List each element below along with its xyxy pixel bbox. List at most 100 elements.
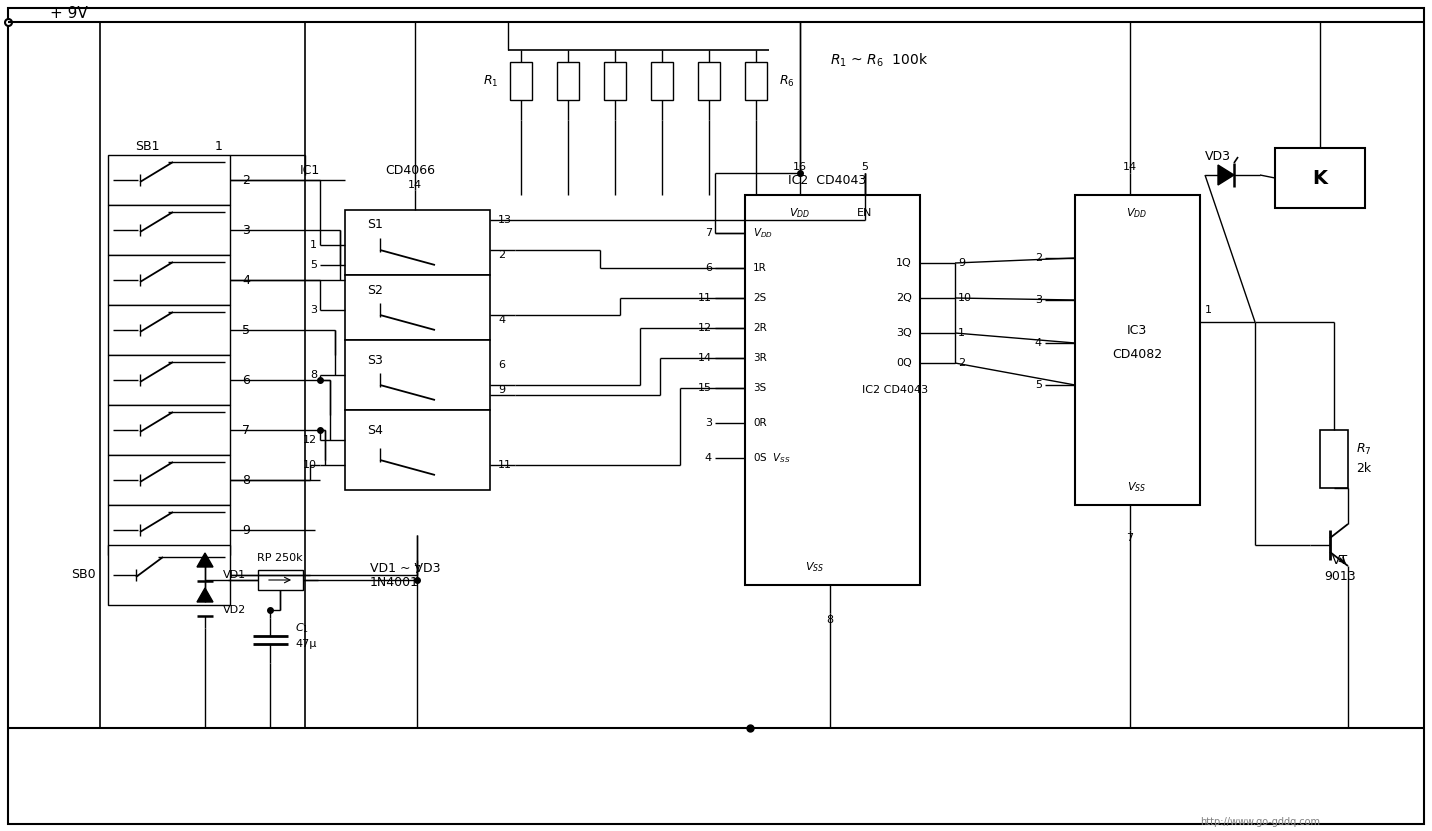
Bar	[604, 62, 626, 100]
Text: 11: 11	[697, 293, 712, 303]
Text: 12: 12	[304, 435, 316, 445]
Text: 7: 7	[1127, 533, 1134, 543]
Text: 3R: 3R	[753, 353, 766, 363]
Text: $V_{SS}$: $V_{SS}$	[1127, 480, 1147, 494]
Text: 3Q: 3Q	[896, 328, 912, 338]
Text: SB0: SB0	[72, 568, 96, 582]
Text: IC2 CD4043: IC2 CD4043	[862, 385, 928, 395]
Text: 4: 4	[498, 315, 505, 325]
Text: $V_{DD}$: $V_{DD}$	[753, 226, 773, 240]
Text: 4: 4	[1035, 338, 1042, 348]
Text: 15: 15	[697, 383, 712, 393]
Text: 14: 14	[1123, 162, 1137, 172]
Text: 9: 9	[958, 258, 965, 268]
Text: 5: 5	[309, 260, 316, 270]
Text: VD1: VD1	[223, 570, 246, 580]
Bar	[107, 405, 231, 455]
Bar	[345, 340, 490, 410]
Text: 0S  $V_{SS}$: 0S $V_{SS}$	[753, 451, 790, 465]
Text: 6: 6	[498, 360, 505, 370]
Text: 9: 9	[498, 385, 505, 395]
Text: 1: 1	[958, 328, 965, 338]
Text: 8: 8	[242, 474, 251, 486]
Text: 7: 7	[705, 228, 712, 238]
Text: $V_{DD}$: $V_{DD}$	[789, 206, 811, 220]
Text: $R_6$: $R_6$	[779, 73, 795, 89]
Text: 4: 4	[705, 453, 712, 463]
Text: 2R: 2R	[753, 323, 766, 333]
Text: 9: 9	[242, 524, 249, 537]
Text: 1: 1	[1204, 305, 1211, 315]
Bar	[652, 62, 673, 100]
Text: K: K	[1313, 169, 1327, 188]
Polygon shape	[198, 553, 213, 567]
Text: http://www.go-gddq.com: http://www.go-gddq.com	[1200, 817, 1320, 827]
Text: IC2  CD4043: IC2 CD4043	[788, 174, 866, 186]
Text: 2: 2	[958, 358, 965, 368]
Text: 1Q: 1Q	[896, 258, 912, 268]
Text: $V_{SS}$: $V_{SS}$	[805, 560, 825, 574]
Bar	[107, 155, 231, 205]
Text: 5: 5	[1035, 380, 1042, 390]
Text: VD3: VD3	[1204, 150, 1232, 164]
Polygon shape	[1219, 165, 1234, 185]
Text: 3: 3	[309, 305, 316, 315]
Text: CD4082: CD4082	[1111, 348, 1161, 361]
Text: 6: 6	[705, 263, 712, 273]
Bar	[745, 62, 768, 100]
Text: 12: 12	[697, 323, 712, 333]
Bar	[345, 210, 490, 275]
Text: 10: 10	[958, 293, 972, 303]
Bar	[107, 355, 231, 405]
Bar	[107, 305, 231, 355]
Text: 5: 5	[862, 162, 868, 172]
Text: 3S: 3S	[753, 383, 766, 393]
Text: VD2: VD2	[223, 605, 246, 615]
Text: + 9V: + 9V	[50, 6, 87, 21]
Text: 1: 1	[215, 140, 223, 154]
Bar	[107, 205, 231, 255]
Bar	[107, 455, 231, 505]
Text: IC1: IC1	[299, 164, 319, 176]
Text: 47μ: 47μ	[295, 639, 316, 649]
Text: 3: 3	[705, 418, 712, 428]
Bar	[557, 62, 579, 100]
Text: S3: S3	[367, 353, 382, 366]
Text: SB1: SB1	[135, 140, 159, 154]
Text: 0Q: 0Q	[896, 358, 912, 368]
Text: RP 250k: RP 250k	[258, 553, 302, 563]
Text: IC3: IC3	[1127, 323, 1147, 337]
Text: 14: 14	[697, 353, 712, 363]
Text: 1N4001: 1N4001	[369, 577, 420, 589]
Text: 3: 3	[242, 224, 249, 237]
Text: 9013: 9013	[1325, 569, 1356, 583]
Text: 2S: 2S	[753, 293, 766, 303]
Text: 2: 2	[242, 174, 249, 186]
Text: VD1 ~ VD3: VD1 ~ VD3	[369, 562, 441, 574]
Text: 2k: 2k	[1356, 463, 1370, 475]
Text: 3: 3	[1035, 295, 1042, 305]
Bar	[107, 255, 231, 305]
Text: 4: 4	[242, 273, 249, 287]
Text: 6: 6	[242, 373, 249, 386]
Polygon shape	[198, 588, 213, 602]
Text: 11: 11	[498, 460, 513, 470]
Text: EN: EN	[858, 208, 872, 218]
Text: CD4066: CD4066	[385, 164, 435, 176]
Text: S4: S4	[367, 424, 382, 436]
Text: 14: 14	[408, 180, 422, 190]
Text: 1R: 1R	[753, 263, 766, 273]
Text: 8: 8	[309, 370, 316, 380]
Text: 13: 13	[498, 215, 513, 225]
Text: 1: 1	[309, 240, 316, 250]
Text: $R_7$: $R_7$	[1356, 441, 1372, 456]
Text: 2: 2	[1035, 253, 1042, 263]
Text: VT: VT	[1332, 553, 1348, 567]
Bar	[1274, 148, 1365, 208]
Text: $V_{DD}$: $V_{DD}$	[1127, 206, 1147, 220]
Bar	[107, 505, 231, 555]
Bar	[345, 410, 490, 490]
Text: $R_1$ ~ $R_6$  100k: $R_1$ ~ $R_6$ 100k	[831, 52, 928, 69]
Text: 8: 8	[826, 615, 833, 625]
Bar	[1320, 430, 1348, 488]
